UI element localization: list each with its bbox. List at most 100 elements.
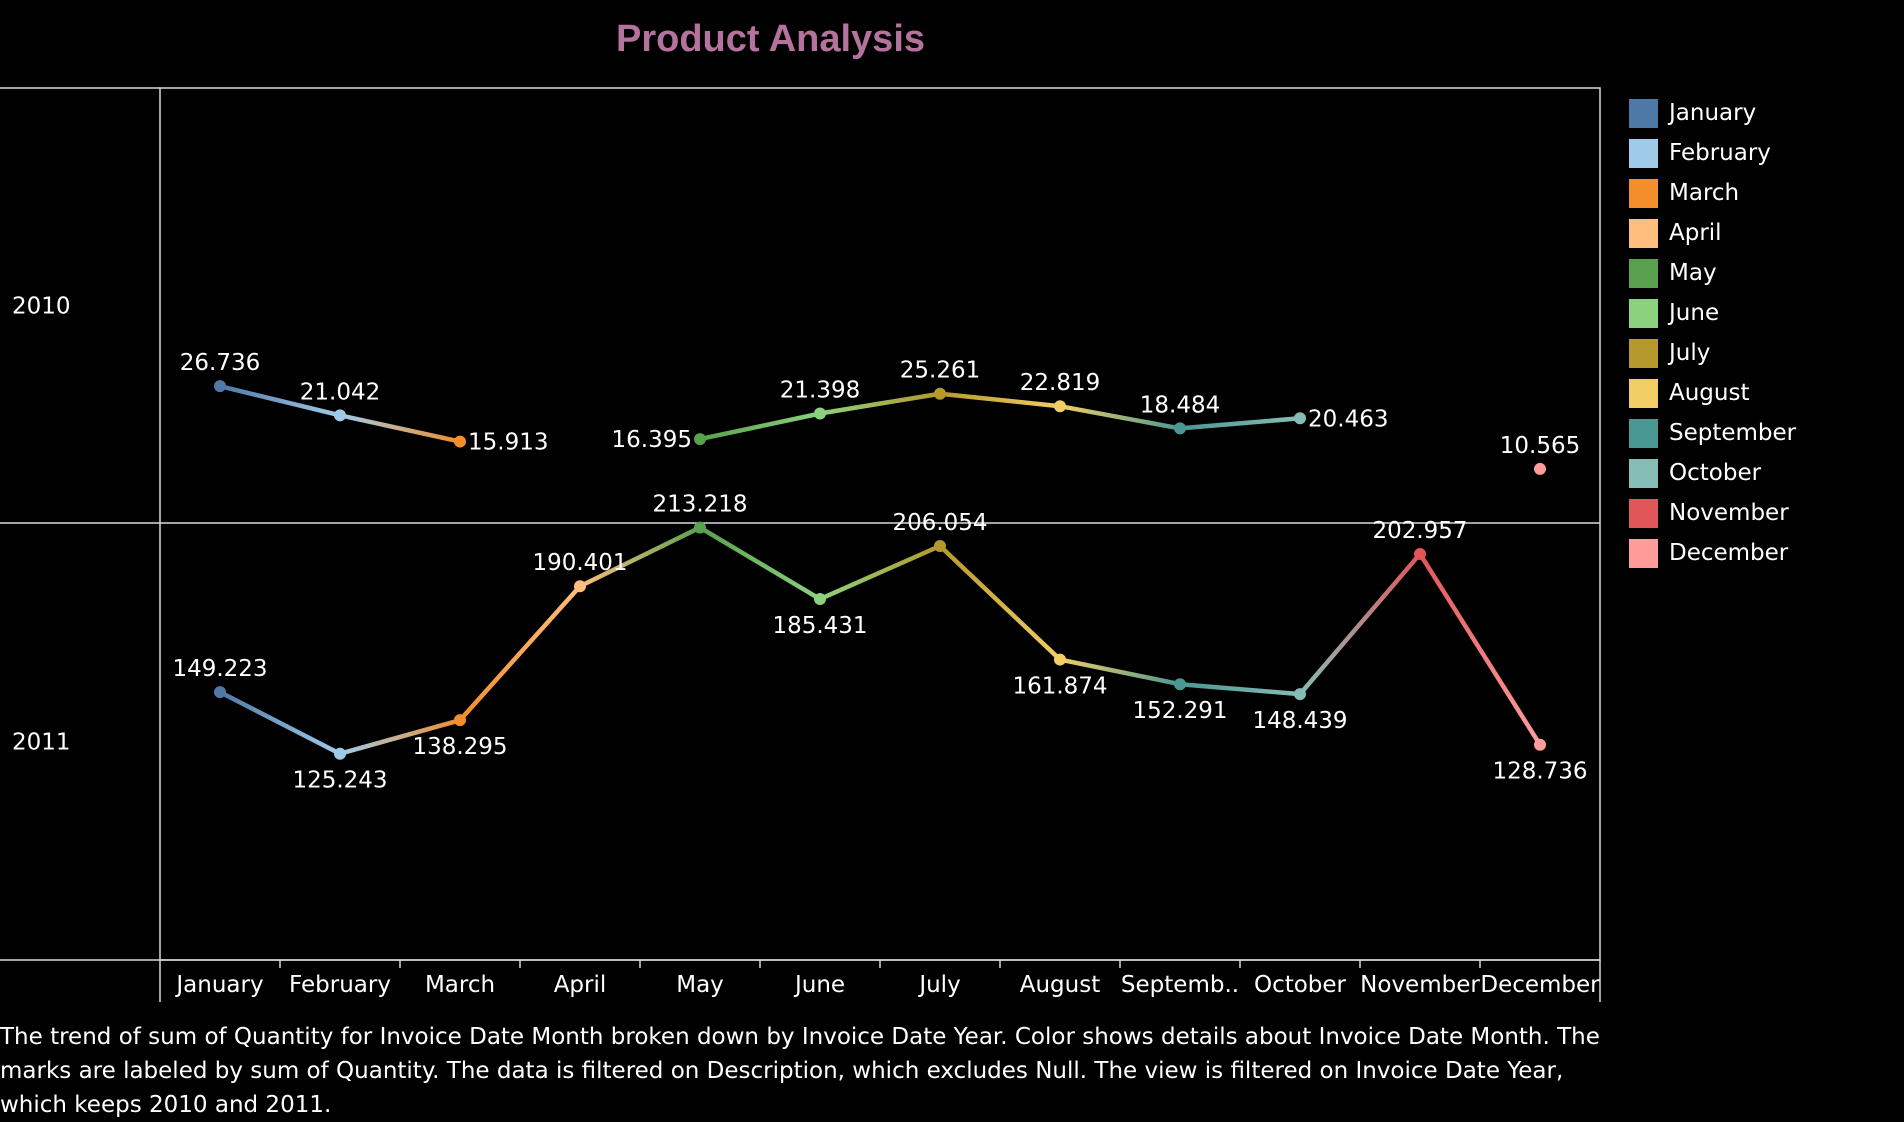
legend-item[interactable]: April [1629,213,1796,253]
data-point[interactable] [334,409,346,422]
series-line-segment [1297,551,1423,697]
legend-item[interactable]: March [1629,173,1796,213]
series-line-segment [817,391,943,416]
data-point[interactable] [1414,547,1426,560]
legend-item[interactable]: October [1629,453,1796,493]
legend-item[interactable]: August [1629,373,1796,413]
x-tick-label: November [1360,972,1480,998]
series-line-segment [1057,403,1183,431]
data-point[interactable] [814,407,826,420]
data-label: 10.565 [1500,433,1580,459]
data-point[interactable] [214,380,226,393]
data-label: 202.957 [1372,518,1467,544]
chart-title: Product Analysis [616,18,926,60]
data-label: 21.398 [780,377,860,403]
x-tick-label: June [793,972,845,998]
series-line-segment [217,383,343,418]
data-label: 22.819 [1020,370,1100,396]
color-legend: January February March April May June July Augu… [1629,93,1796,573]
series-line-segment [1177,681,1303,697]
data-point[interactable] [1534,738,1546,751]
data-label: 15.913 [468,430,548,456]
data-label: 16.395 [612,427,692,453]
data-point[interactable] [1294,688,1306,701]
data-point[interactable] [214,686,226,699]
data-label: 128.736 [1492,759,1587,785]
data-point[interactable] [1174,678,1186,691]
data-point[interactable] [694,433,706,446]
data-label: 149.223 [172,656,267,682]
legend-label: February [1669,140,1771,166]
data-point[interactable] [934,387,946,400]
legend-label: September [1669,420,1797,446]
legend-swatch [1629,298,1658,328]
x-tick-label: July [917,972,960,998]
x-tick-label: May [676,972,724,998]
data-point[interactable] [694,521,706,534]
legend-swatch [1629,498,1658,528]
line-chart: January February March April May June July Augu… [0,87,1601,1002]
data-label: 125.243 [292,768,387,794]
data-point[interactable] [454,714,466,727]
x-tick-label: December [1480,972,1600,998]
series-line-segment [337,717,463,756]
data-label: 20.463 [1308,406,1388,432]
series-line-segment [457,583,583,723]
legend-item[interactable]: September [1629,413,1796,453]
legend-label: May [1669,260,1717,286]
data-label: 152.291 [1132,698,1227,724]
legend-swatch [1629,458,1658,488]
legend-swatch [1629,98,1658,128]
series-line-segment [937,543,1063,662]
x-tick-label: February [289,972,391,998]
data-point[interactable] [814,593,826,606]
legend-item[interactable]: July [1629,333,1796,373]
data-point[interactable] [1054,653,1066,666]
series-line-segment [217,689,343,756]
legend-swatch [1629,218,1658,248]
series-line-segment [577,525,703,589]
data-point[interactable] [1534,462,1546,475]
series-line-segment [937,391,1063,409]
legend-item[interactable]: June [1629,293,1796,333]
legend-item[interactable]: December [1629,533,1796,573]
series-line-segment [697,411,823,442]
data-label: 206.054 [892,510,987,536]
legend-label: June [1669,300,1720,326]
x-tick-label: Septemb.. [1121,972,1239,998]
legend-item[interactable]: November [1629,493,1796,533]
series-line-segment [1417,551,1543,747]
data-point[interactable] [1294,412,1306,425]
legend-label: January [1669,100,1757,126]
x-tick-label: April [554,972,607,998]
legend-item[interactable]: February [1629,133,1796,173]
data-point[interactable] [454,435,466,448]
series-line-segment [1057,657,1183,687]
data-point[interactable] [1174,422,1186,435]
data-label: 26.736 [180,350,260,376]
data-label: 21.042 [300,379,380,405]
data-label: 138.295 [412,734,507,760]
legend-label: July [1669,340,1711,366]
data-point[interactable] [934,539,946,552]
chart-caption: The trend of sum of Quantity for Invoice… [0,1024,1600,1118]
data-label: 190.401 [532,550,627,576]
x-tick-label: January [174,972,263,998]
series-line-segment [337,413,463,444]
data-label: 161.874 [1012,674,1107,700]
data-point[interactable] [574,580,586,593]
legend-swatch [1629,258,1658,288]
legend-item[interactable]: May [1629,253,1796,293]
series-line-segment [817,543,943,602]
legend-swatch [1629,418,1658,448]
legend-swatch [1629,138,1658,168]
data-point[interactable] [1054,400,1066,413]
legend-swatch [1629,378,1658,408]
row-header-year: 2011 [12,730,71,756]
series-line-segment [697,525,823,602]
legend-label: March [1669,180,1740,206]
legend-label: August [1669,380,1750,406]
legend-swatch [1629,538,1658,568]
legend-item[interactable]: January [1629,93,1796,133]
data-point[interactable] [334,747,346,760]
